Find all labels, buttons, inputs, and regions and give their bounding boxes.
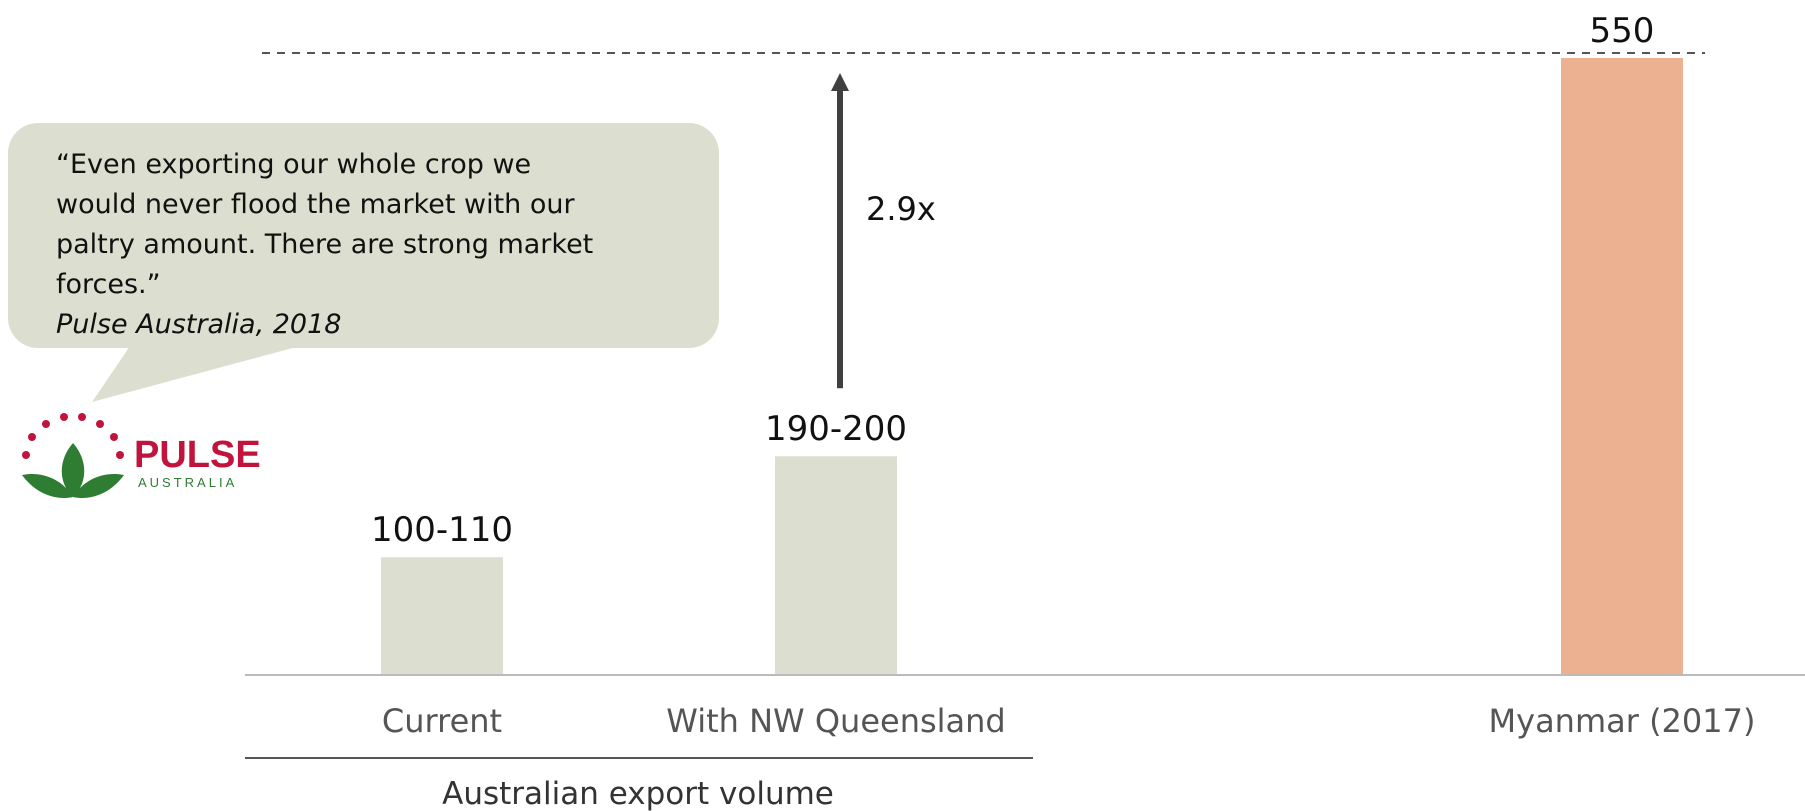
bar-1 xyxy=(775,456,897,675)
logo-subtitle: AUSTRALIA xyxy=(138,475,237,490)
category-label-0: Current xyxy=(382,702,502,740)
quote-source: Pulse Australia, 2018 xyxy=(56,309,342,340)
growth-arrow-head xyxy=(831,73,849,91)
category-label-2: Myanmar (2017) xyxy=(1489,702,1756,740)
bar-value-label-0: 100-110 xyxy=(371,510,513,550)
bar-value-label-1: 190-200 xyxy=(765,409,907,449)
bar-2 xyxy=(1561,58,1683,675)
quote-text: “Even exporting our whole crop we would … xyxy=(56,149,594,300)
multiplier-label: 2.9x xyxy=(866,190,936,228)
pulse-australia-logo: PULSE AUSTRALIA xyxy=(22,413,261,499)
category-label-1: With NW Queensland xyxy=(666,702,1005,740)
logo-dots xyxy=(22,413,124,459)
logo-title: PULSE xyxy=(134,434,261,476)
bar-0 xyxy=(381,557,503,675)
callout-tail xyxy=(92,346,300,402)
logo-leaves xyxy=(22,443,124,499)
growth-arrow xyxy=(831,73,849,389)
bar-value-label-2: 550 xyxy=(1590,11,1655,51)
group-label: Australian export volume xyxy=(442,776,834,811)
quote-callout: “Even exporting our whole crop we would … xyxy=(8,123,719,348)
